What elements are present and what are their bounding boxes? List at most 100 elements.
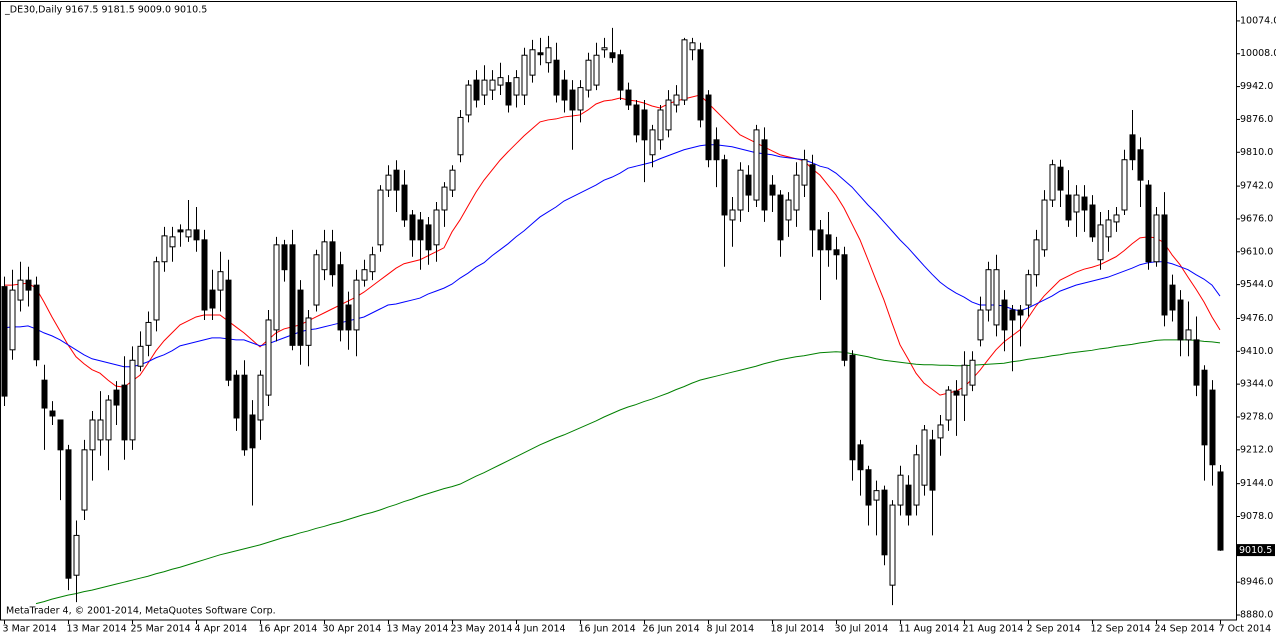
candle-body <box>257 374 264 421</box>
x-tick-label: 4 Jun 2014 <box>515 624 566 635</box>
candle-body <box>889 504 896 586</box>
candle-body <box>1041 199 1048 251</box>
x-tick-label: 26 Jun 2014 <box>643 624 700 635</box>
candle-body <box>977 309 984 341</box>
candle-body <box>1097 224 1104 261</box>
candle-body <box>1169 284 1176 311</box>
moving-average <box>35 339 1221 605</box>
candle-body <box>369 254 376 273</box>
candle-body <box>1 286 8 397</box>
candle-body <box>1081 196 1088 211</box>
candle-body <box>737 169 744 211</box>
candle-body <box>1065 194 1072 221</box>
candle-body <box>137 345 144 367</box>
candle-body <box>417 219 424 241</box>
candle-body <box>1201 369 1208 446</box>
candle-body <box>833 249 840 256</box>
candle-body <box>193 229 200 241</box>
plot-frame <box>0 1 1237 621</box>
x-tick-label: 12 Sep 2014 <box>1091 624 1151 635</box>
last-price-label: 9010.5 <box>1239 545 1272 556</box>
x-tick-label: 25 Mar 2014 <box>131 624 191 635</box>
candle-body <box>481 79 488 96</box>
y-tick-label: 9942.0 <box>1240 81 1273 92</box>
x-tick-label: 13 May 2014 <box>387 624 449 635</box>
candle-body <box>401 184 408 221</box>
candle-body <box>745 174 752 196</box>
candle-body <box>1049 164 1056 201</box>
y-tick-label: 9876.0 <box>1240 114 1273 125</box>
x-tick-label: 16 Jun 2014 <box>579 624 636 635</box>
candle-body <box>841 254 848 361</box>
candle-body <box>473 79 480 101</box>
x-tick-label: 24 Sep 2014 <box>1155 624 1215 635</box>
x-tick-label: 2 Sep 2014 <box>1027 624 1081 635</box>
candle-body <box>1153 214 1160 263</box>
y-tick-label: 9278.0 <box>1240 411 1273 422</box>
candle-body <box>681 39 688 101</box>
candle-body <box>673 94 680 106</box>
candle-body <box>313 254 320 306</box>
candle-body <box>921 429 928 486</box>
candle-body <box>641 109 648 141</box>
candle-body <box>1145 184 1152 263</box>
candle-body <box>345 304 352 331</box>
candle-body <box>657 109 664 141</box>
candle-body <box>993 269 1000 326</box>
y-tick-label: 9212.0 <box>1240 444 1273 455</box>
candle-body <box>89 419 96 451</box>
candle-body <box>1113 214 1120 223</box>
candle-body <box>1009 309 1016 321</box>
y-tick-label: 9676.0 <box>1240 213 1273 224</box>
moving-average <box>3 144 1221 368</box>
x-tick-label: 3 Mar 2014 <box>3 624 57 635</box>
candle-body <box>929 439 936 491</box>
x-tick-label: 30 Jul 2014 <box>835 624 889 635</box>
candle-body <box>601 47 608 51</box>
candle-body <box>537 52 544 56</box>
candle-body <box>769 184 776 196</box>
candle-body <box>985 269 992 311</box>
candle-body <box>393 169 400 191</box>
candle-body <box>697 49 704 121</box>
y-tick-label: 9544.0 <box>1240 279 1273 290</box>
candle-body <box>913 454 920 506</box>
candle-body <box>785 199 792 221</box>
candle-body <box>497 77 504 86</box>
x-tick-label: 7 Oct 2014 <box>1219 624 1272 635</box>
footer: MetaTrader 4, © 2001-2014, MetaQuotes So… <box>6 606 276 617</box>
y-tick-label: 8880.0 <box>1240 610 1273 621</box>
candle-body <box>121 384 128 441</box>
candle-body <box>25 279 32 291</box>
candle-body <box>249 414 256 449</box>
candle-body <box>761 139 768 211</box>
x-tick-label: 23 May 2014 <box>451 624 513 635</box>
candle-body <box>185 229 192 238</box>
chart-title: _DE30,Daily 9167.5 9181.5 9009.0 9010.5 <box>4 5 207 16</box>
candle-body <box>145 321 152 346</box>
x-tick-label: 13 Mar 2014 <box>67 624 127 635</box>
candle-body <box>265 319 272 396</box>
y-tick-label: 10074.0 <box>1240 15 1276 26</box>
y-tick-label: 8946.0 <box>1240 577 1273 588</box>
x-tick-label: 8 Jul 2014 <box>707 624 755 635</box>
y-tick-label: 9742.0 <box>1240 181 1273 192</box>
candle-body <box>609 52 616 59</box>
candle-body <box>865 469 872 506</box>
candle-body <box>449 169 456 191</box>
candle-body <box>1073 194 1080 213</box>
candle-body <box>825 234 832 251</box>
candle-body <box>505 82 512 106</box>
candle-body <box>689 42 696 51</box>
candle-body <box>385 174 392 191</box>
candle-body <box>1017 309 1024 316</box>
candle-body <box>721 159 728 216</box>
candle-body <box>433 209 440 246</box>
candle-body <box>1129 134 1136 161</box>
y-tick-label: 10008.0 <box>1240 48 1276 59</box>
candle-body <box>729 209 736 221</box>
candle-body <box>65 449 72 579</box>
candle-body <box>457 116 464 156</box>
candle-body <box>169 236 176 248</box>
candle-body <box>1057 166 1064 191</box>
